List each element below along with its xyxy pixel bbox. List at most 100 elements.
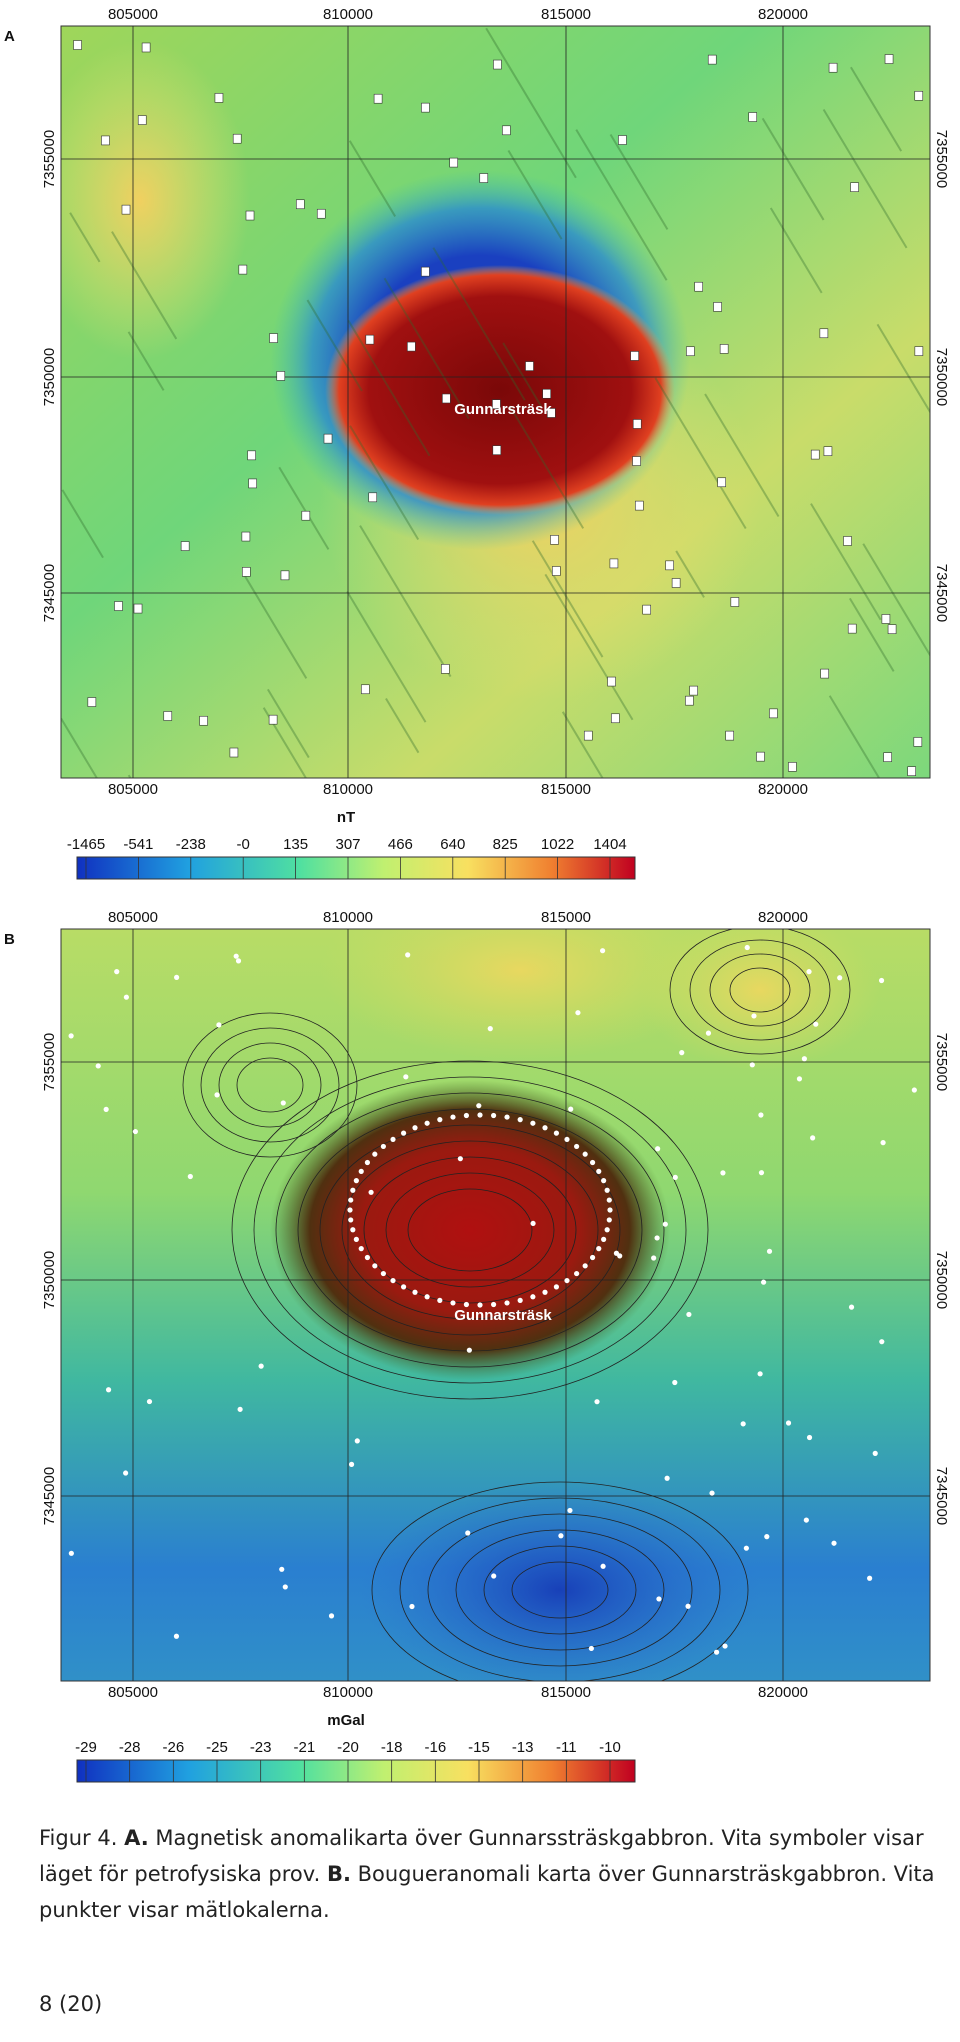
measurement-point (364, 1254, 371, 1261)
measurement-point (353, 1178, 359, 1184)
x-tick-label: 805000 (108, 6, 158, 23)
measurement-point (867, 1575, 873, 1581)
relief (267, 688, 310, 759)
measurement-point (574, 1270, 580, 1277)
scale-label: -0 (237, 836, 250, 853)
scale-label: -11 (556, 1739, 577, 1756)
caption-b-text: Bougueranomali karta över Gunnarsträskga… (39, 1862, 935, 1922)
sample-marker (713, 302, 722, 312)
measurement-point (806, 1434, 813, 1441)
scale-label: -28 (119, 1739, 141, 1756)
sample-marker (121, 204, 131, 215)
measurement-point (490, 1301, 497, 1308)
sample-marker (492, 399, 501, 409)
measurement-point (607, 1207, 613, 1213)
place-label: Gunnarsträsk (454, 1307, 552, 1324)
sample-marker (73, 40, 82, 50)
scale-label: 135 (283, 836, 308, 853)
relief (822, 109, 908, 249)
sample-marker (232, 133, 242, 144)
measurement-point (380, 1143, 386, 1150)
relief (609, 133, 669, 230)
relief (507, 149, 563, 240)
x-tick-label: 810000 (323, 909, 373, 926)
y-tick-label: 7350000 (933, 348, 950, 406)
scale-label: -25 (206, 1739, 228, 1756)
measurement-point (553, 1130, 560, 1136)
measurement-point (132, 1128, 139, 1135)
measurement-point (568, 1106, 574, 1112)
contour (511, 1561, 609, 1619)
measurement-point (530, 1220, 536, 1227)
sample-marker (441, 664, 450, 674)
magnetic-map (61, 26, 930, 778)
sample-marker (449, 157, 458, 168)
measurement-point (280, 1100, 286, 1106)
measurement-point (713, 1649, 720, 1655)
contour (371, 1481, 749, 1681)
measurement-point (173, 1633, 180, 1639)
sample-marker (368, 492, 378, 503)
measurement-point (412, 1125, 418, 1131)
x-tick-label: 820000 (758, 1684, 808, 1701)
measurement-point (490, 1112, 497, 1119)
relief (848, 597, 895, 672)
relief (575, 129, 668, 281)
relief (347, 319, 431, 457)
map-frame (60, 928, 931, 1682)
measurement-point (879, 1339, 885, 1345)
scale-label: -238 (176, 836, 206, 853)
measurement-point (878, 977, 885, 984)
sample-marker (913, 737, 923, 747)
relief (675, 550, 705, 598)
sample-marker (632, 456, 641, 466)
measurement-point (813, 1021, 819, 1027)
relief (769, 207, 823, 294)
scale-label: 825 (493, 836, 518, 853)
measurement-point (354, 1438, 360, 1444)
contour (407, 1188, 533, 1272)
measurement-point (685, 1603, 691, 1609)
x-tick-label: 805000 (108, 909, 158, 926)
sample-marker (883, 752, 892, 762)
contour (200, 1027, 340, 1143)
contour (483, 1545, 637, 1635)
sample-marker (914, 90, 924, 101)
measurement-point (348, 1461, 355, 1467)
sample-marker (268, 714, 278, 725)
sample-marker (847, 623, 857, 634)
x-tick-label: 810000 (323, 1684, 373, 1701)
measurement-point (437, 1297, 443, 1303)
sample-marker (707, 54, 717, 65)
relief (704, 393, 780, 518)
measurement-point (751, 1013, 757, 1019)
measurement-point (450, 1300, 456, 1306)
relief (385, 697, 420, 754)
relief (432, 247, 526, 401)
scale-label: -13 (512, 1739, 534, 1756)
y-tick-label: 7350000 (933, 1251, 950, 1309)
sample-marker (686, 346, 695, 357)
measurement-point (785, 1420, 792, 1426)
measurement-point (114, 969, 120, 975)
measurement-point (403, 1074, 409, 1080)
measurement-point (424, 1294, 430, 1300)
measurement-point (654, 1235, 660, 1241)
measurement-point (279, 1566, 285, 1572)
measurement-point (400, 1130, 407, 1136)
map-frame (60, 25, 931, 779)
measurement-point (364, 1159, 371, 1166)
scale-label: -18 (381, 1739, 403, 1756)
sample-marker (642, 604, 651, 615)
measurement-point (368, 1189, 374, 1195)
sample-marker (442, 393, 451, 404)
scale-label: -23 (250, 1739, 272, 1756)
relief (544, 573, 634, 721)
y-tick-label: 7355000 (933, 1033, 950, 1091)
measurement-point (709, 1490, 715, 1496)
relief (348, 140, 397, 217)
x-tick-label: 805000 (108, 781, 158, 798)
scale-label: 1022 (541, 836, 574, 853)
measurement-point (400, 1284, 407, 1290)
measurement-point (68, 1033, 74, 1039)
